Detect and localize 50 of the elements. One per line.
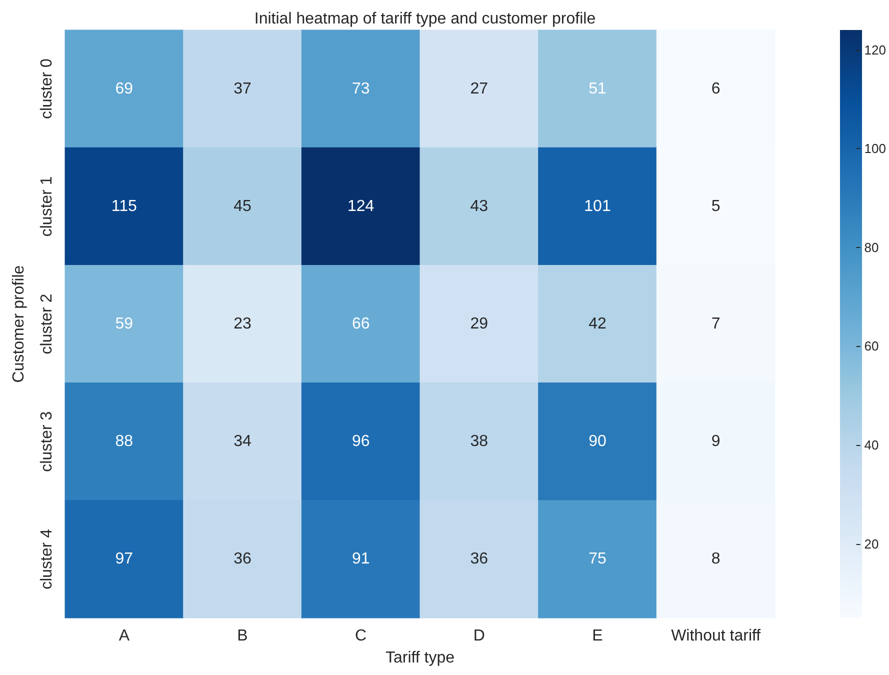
x-tick-label: B <box>237 628 248 644</box>
data-label: 34 <box>234 433 252 450</box>
color-bar-label: 40 <box>864 438 879 453</box>
color-bar-label: 20 <box>864 536 879 552</box>
data-label: 9 <box>711 433 720 450</box>
data-label: 96 <box>352 433 370 450</box>
x-tick-label: E <box>592 628 603 644</box>
data-label: 59 <box>115 316 134 332</box>
data-label: 91 <box>352 550 370 568</box>
y-tick-label: cluster 1 <box>38 176 56 237</box>
data-label: 27 <box>470 80 488 98</box>
x-axis-title: Tariff type <box>385 650 455 666</box>
data-label: 66 <box>352 316 370 332</box>
data-label: 43 <box>470 198 488 215</box>
data-label: 6 <box>711 80 720 98</box>
y-tick-label: cluster 0 <box>38 58 56 120</box>
data-label: 38 <box>470 433 488 450</box>
color-bar-label: 100 <box>864 141 886 156</box>
data-label: 7 <box>711 316 720 332</box>
data-label: 5 <box>711 198 720 215</box>
color-bar-label: 80 <box>864 240 879 255</box>
x-tick-label: C <box>355 628 367 644</box>
data-label: 8 <box>711 550 720 568</box>
data-label: 73 <box>352 80 370 98</box>
y-tick-label: cluster 4 <box>38 528 56 590</box>
data-label: 29 <box>470 316 488 332</box>
data-label: 36 <box>234 550 252 568</box>
data-label: 97 <box>115 550 134 568</box>
y-tick-label: cluster 2 <box>38 294 56 354</box>
data-label: 90 <box>588 433 606 450</box>
y-axis-title: Customer profile <box>10 265 28 383</box>
data-label: 75 <box>588 550 606 568</box>
color-bar-label: 60 <box>864 338 879 354</box>
data-label: 101 <box>584 198 611 215</box>
data-label: 42 <box>588 316 606 332</box>
x-tick-label: A <box>118 628 130 644</box>
data-label: 37 <box>234 80 252 98</box>
data-label: 36 <box>470 550 488 568</box>
data-label: 69 <box>115 80 134 98</box>
x-tick-label: D <box>473 628 485 644</box>
data-label: 51 <box>588 80 606 98</box>
chart-title: Initial heatmap of tariff type and customer profile <box>254 10 596 28</box>
y-tick-label: cluster 3 <box>38 411 56 472</box>
data-label: 23 <box>234 316 252 332</box>
x-tick-label: Without tariff <box>671 628 762 644</box>
data-label: 88 <box>115 433 134 450</box>
data-label: 45 <box>234 198 252 215</box>
data-label: 124 <box>347 198 374 215</box>
color-bar-label: 120 <box>864 42 886 58</box>
data-label: 115 <box>111 198 138 215</box>
